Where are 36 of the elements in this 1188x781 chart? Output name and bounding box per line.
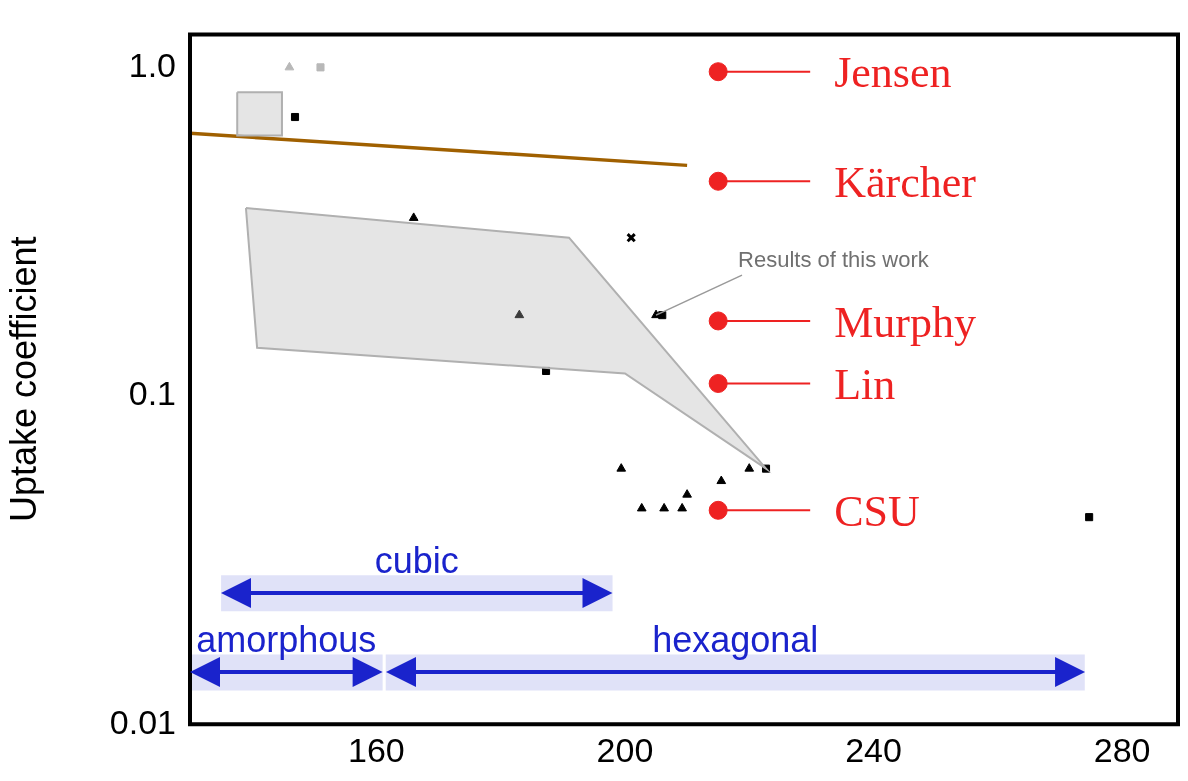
x-tick-label: 240 (845, 730, 902, 769)
legend-label: Kärcher (834, 157, 977, 207)
point (1085, 513, 1094, 522)
point (708, 171, 728, 191)
point (682, 489, 692, 498)
y-tick-label: 0.1 (128, 374, 176, 413)
point (659, 502, 669, 512)
point (636, 502, 647, 512)
legend-label: CSU (834, 486, 920, 536)
point (744, 463, 755, 472)
point (677, 502, 687, 512)
band-label: amorphous (196, 619, 377, 661)
x-tick-label: 280 (1093, 730, 1151, 769)
annotation: Results of this work (738, 247, 930, 273)
point (716, 475, 727, 485)
legend-label: Murphy (834, 297, 976, 347)
point (290, 112, 300, 122)
point (626, 232, 637, 243)
band-label: hexagonal (652, 619, 819, 661)
point (616, 463, 627, 472)
y-axis-title: Uptake coefficient (2, 236, 44, 523)
x-tick-label: 200 (596, 730, 654, 769)
point (284, 61, 295, 71)
point (708, 373, 728, 393)
band-label: cubic (374, 540, 459, 582)
point (708, 500, 728, 520)
y-tick-label: 1.0 (128, 45, 176, 84)
point (514, 309, 525, 319)
y-tick-label: 0.01 (109, 702, 176, 741)
point (408, 212, 419, 221)
legend-label: Jensen (834, 48, 952, 98)
x-tick-label: 160 (348, 730, 405, 769)
point (708, 62, 728, 82)
legend-label: Lin (834, 360, 896, 410)
point (316, 63, 325, 72)
point (708, 311, 728, 331)
